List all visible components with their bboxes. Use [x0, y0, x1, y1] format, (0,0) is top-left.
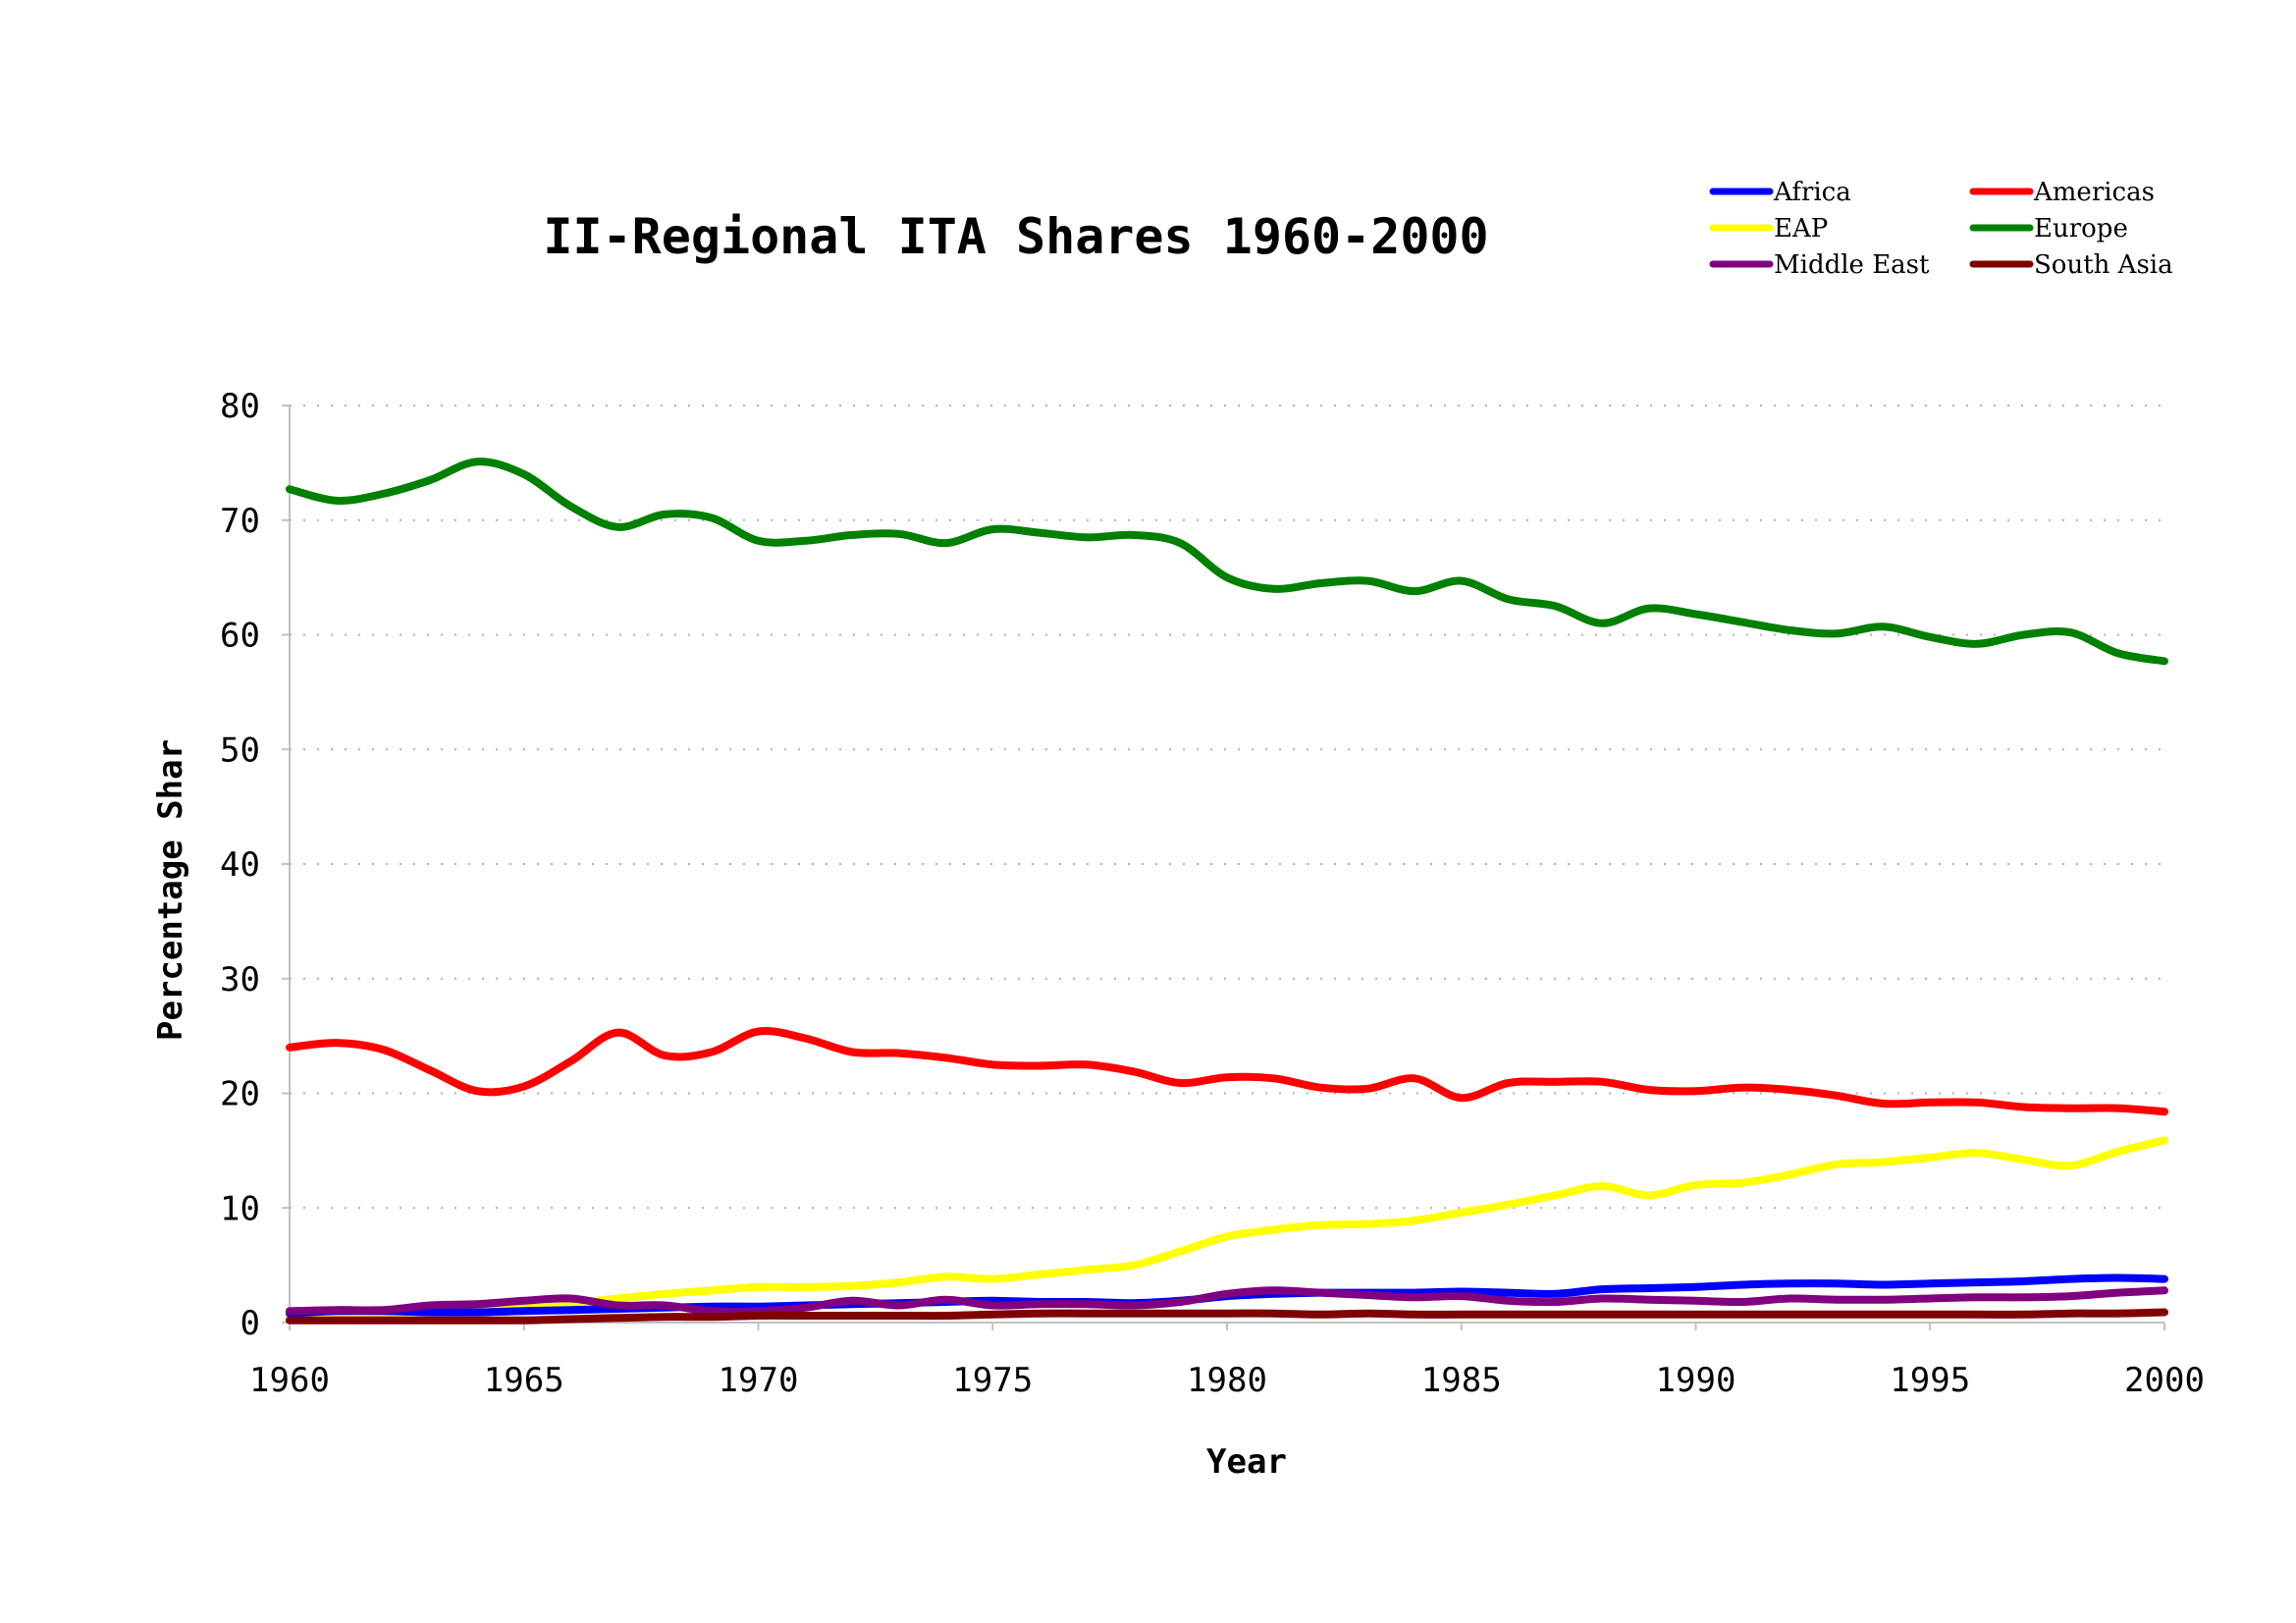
legend-label: South Asia — [2034, 250, 2173, 280]
legend-item-eap: EAP — [1709, 214, 1828, 243]
y-tick-label: 20 — [220, 1075, 260, 1114]
series-lines — [286, 458, 2168, 1325]
x-tick-label: 1985 — [1421, 1361, 1502, 1400]
legend-item-middle-east: Middle East — [1709, 250, 1930, 280]
y-tick-label: 80 — [220, 387, 260, 426]
y-tick-label: 60 — [220, 617, 260, 656]
x-tick-label: 1990 — [1656, 1361, 1736, 1400]
x-tick-label: 1980 — [1187, 1361, 1267, 1400]
y-tick-label: 40 — [220, 845, 260, 885]
legend-item-europe: Europe — [1969, 214, 2128, 243]
x-axis-label: Year — [1206, 1442, 1287, 1482]
legend-label: Middle East — [1774, 250, 1930, 280]
legend: Africa Americas EAP Europe Middle East South … — [1709, 178, 2173, 280]
x-tick-label: 1960 — [249, 1361, 330, 1400]
gridlines — [290, 405, 2164, 1210]
x-tick-label: 1970 — [719, 1361, 799, 1400]
x-tick-label: 1995 — [1890, 1361, 1970, 1400]
y-tick-label: 10 — [220, 1189, 260, 1228]
axes: 0 10 20 30 40 50 60 70 80 1960 1965 1970 1975 1980 198… — [220, 387, 2205, 1400]
y-tick-label: 50 — [220, 730, 260, 770]
x-tick-label: 1965 — [484, 1361, 564, 1400]
legend-item-south-asia: South Asia — [1969, 250, 2173, 280]
series-line-americas — [286, 1026, 2168, 1116]
y-axis-label-group: Percentage Shar — [151, 739, 190, 1041]
y-axis-label: Percentage Shar — [151, 739, 190, 1041]
series-line-europe — [286, 458, 2168, 666]
y-tick-label: 70 — [220, 502, 260, 541]
legend-label: EAP — [1774, 214, 1828, 243]
legend-label: Africa — [1773, 178, 1851, 207]
legend-label: Americas — [2033, 178, 2155, 207]
chart-title: II-Regional ITA Shares 1960-2000 — [543, 208, 1488, 265]
series-line-middle-east — [286, 1286, 2168, 1316]
series-line-south-asia — [286, 1308, 2168, 1325]
y-tick-label: 30 — [220, 960, 260, 1000]
y-tick-label: 0 — [240, 1304, 260, 1343]
x-tick-label: 2000 — [2124, 1361, 2205, 1400]
legend-item-africa: Africa — [1709, 178, 1851, 207]
x-tick-label: 1975 — [952, 1361, 1033, 1400]
legend-item-americas: Americas — [1969, 178, 2155, 207]
legend-label: Europe — [2034, 214, 2128, 243]
